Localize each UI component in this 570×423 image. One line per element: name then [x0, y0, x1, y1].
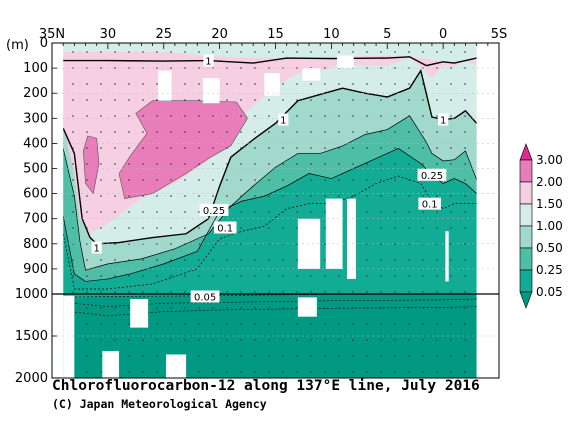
- contour-label: 1: [280, 116, 286, 127]
- missing-data-lower: [297, 297, 317, 317]
- x-tick-label: 10: [323, 27, 340, 42]
- legend-label: 0.05: [536, 285, 563, 299]
- contour-label: 0.1: [217, 223, 233, 234]
- contour-label-bg: [91, 241, 102, 254]
- y-tick-label: 200: [23, 86, 48, 101]
- contour-label-bg: [203, 54, 214, 67]
- contour-label-bg: [417, 168, 447, 181]
- y-tick-label: 100: [23, 61, 48, 76]
- legend-label: 1.50: [536, 197, 563, 211]
- x-tick-label: 0: [439, 27, 447, 42]
- legend-arrow-bottom: [519, 291, 533, 309]
- missing-data: [336, 55, 354, 69]
- missing-data-lower: [102, 351, 120, 378]
- contour-label: 1: [440, 116, 446, 127]
- x-tick-label: 25: [155, 27, 172, 42]
- contour-label-bg: [199, 203, 229, 216]
- x-tick-label: 15: [267, 27, 284, 42]
- missing-data-lower: [63, 295, 75, 378]
- y-tick-label: 300: [23, 111, 48, 126]
- y-tick-label: 700: [23, 212, 48, 227]
- legend-swatch: [519, 225, 533, 249]
- y-tick-label: 0: [40, 36, 48, 51]
- y-tick-label: 900: [23, 262, 48, 277]
- y-tick-label: 1500: [15, 329, 48, 344]
- y-tick-label: 600: [23, 187, 48, 202]
- contour-labels: 1 1 1 1 0.25 0.1 0.25 0.1 0.05: [91, 54, 449, 304]
- color-legend: 3.00 2.00 1.50 1.00 0.50 0.25 0.05: [519, 143, 563, 309]
- contour-label: 0.05: [194, 293, 216, 304]
- y-axis: 0 100 200 300 400 500 600 700 800 900 1000 1500 2000: [15, 36, 57, 386]
- contour-label-bg: [418, 197, 442, 210]
- missing-data: [347, 198, 356, 279]
- contour-label-bg: [190, 290, 220, 303]
- y-tick-label: 800: [23, 237, 48, 252]
- y-tick-label: 500: [23, 162, 48, 177]
- y-tick-label: 1000: [15, 287, 48, 302]
- legend-label: 0.25: [536, 263, 563, 277]
- y-unit-label: (m): [6, 38, 29, 53]
- legend-arrow-top: [519, 143, 533, 161]
- contour-label: 0.25: [203, 206, 225, 217]
- missing-data: [297, 218, 321, 269]
- contour-label: 1: [94, 244, 100, 255]
- missing-data-lower: [165, 354, 187, 378]
- contour-label-bg: [213, 221, 237, 234]
- chart-title: Chlorofluorocarbon-12 along 137°E line, …: [52, 378, 480, 394]
- legend-label: 3.00: [536, 153, 563, 167]
- contour-label-bg: [278, 113, 289, 126]
- missing-data: [302, 68, 321, 81]
- legend-swatch: [519, 203, 533, 227]
- chart-credit: (C) Japan Meteorological Agency: [52, 397, 267, 411]
- legend-swatch: [519, 159, 533, 183]
- x-tick-label: 5S: [491, 27, 508, 42]
- x-tick-label: 35N: [39, 27, 65, 42]
- missing-data: [325, 198, 343, 269]
- x-axis: 35N 30 25 20 15 10 5 0 5S: [39, 27, 507, 49]
- legend-swatch: [519, 247, 533, 271]
- legend-label: 1.00: [536, 219, 563, 233]
- x-tick-label: 20: [211, 27, 228, 42]
- missing-data: [202, 78, 220, 104]
- y-tick-label: 2000: [15, 371, 48, 386]
- legend-swatch: [519, 269, 533, 293]
- legend-label: 2.00: [536, 175, 563, 189]
- missing-data-lower: [130, 299, 149, 328]
- x-tick-label: 5: [383, 27, 391, 42]
- legend-swatch: [519, 181, 533, 205]
- x-tick-label: 30: [100, 27, 117, 42]
- contour-label-bg: [438, 113, 449, 126]
- missing-data: [264, 73, 280, 96]
- contour-label: 0.1: [422, 200, 438, 211]
- contour-label: 1: [205, 57, 211, 68]
- contour-label: 0.25: [421, 171, 443, 182]
- missing-data: [445, 231, 449, 282]
- legend-label: 0.50: [536, 241, 563, 255]
- y-tick-label: 400: [23, 136, 48, 151]
- missing-data: [158, 70, 172, 101]
